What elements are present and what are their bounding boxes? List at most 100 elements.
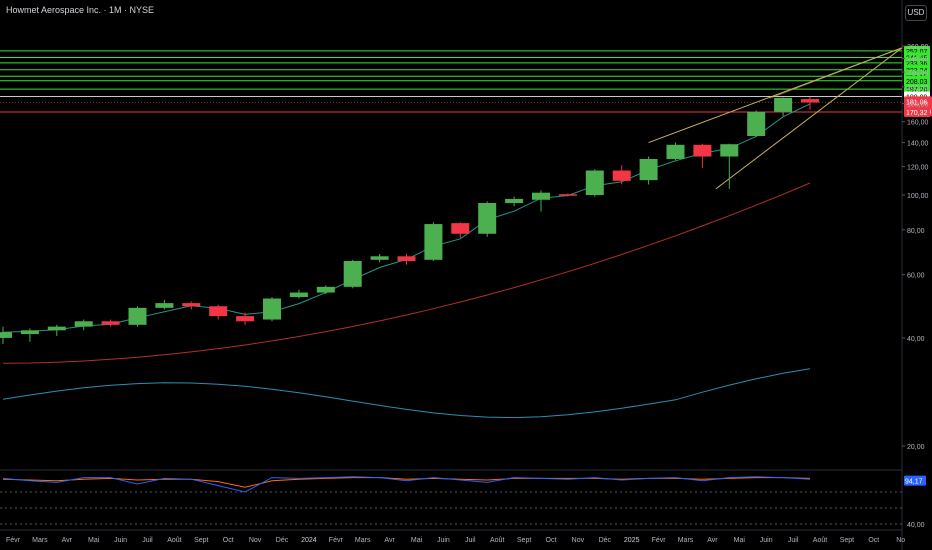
price-axis: 260,00 240,00 220,00 200,00 180,00 160,00 140,… — [902, 44, 929, 451]
ma-red-line — [2, 182, 811, 364]
chart-title: Howmet Aerospace Inc. · 1M · NYSE — [6, 5, 155, 15]
oscillator-pane: 94,17 40,00 — [0, 475, 926, 529]
candle-body — [101, 321, 120, 325]
green-level-label: 197,20 — [906, 87, 928, 94]
time-axis-label: Sept — [517, 537, 531, 544]
red-level-tag — [904, 106, 930, 117]
time-axis-label: Août — [167, 537, 181, 544]
price-tick-label: 260,00 — [907, 44, 929, 51]
time-axis-label: Juin — [760, 537, 773, 544]
time-axis-label: Juil — [788, 537, 799, 544]
candle-body — [693, 144, 712, 157]
candle-body — [343, 260, 362, 287]
candle-body — [478, 203, 497, 234]
green-level-label: 208,03 — [906, 79, 928, 86]
candle-body — [370, 256, 389, 260]
price-tick-label: 40,00 — [907, 336, 925, 343]
wedge-mid-line — [769, 47, 903, 99]
time-axis-label: Févr — [6, 537, 21, 544]
price-tick-label: 80,00 — [907, 228, 925, 235]
price-tick-label: 140,00 — [907, 141, 929, 148]
time-axis-label: Sept — [840, 537, 854, 544]
oscillator-tick-label: 40,00 — [907, 522, 925, 529]
candle-body — [666, 144, 685, 159]
candle-body — [74, 321, 93, 327]
candle-body — [47, 326, 66, 331]
time-axis-label: Avr — [384, 537, 395, 544]
candle-body — [316, 286, 335, 293]
time-axis-label: Août — [813, 537, 827, 544]
candle-body — [451, 223, 470, 234]
candle-body — [182, 303, 201, 307]
currency-button[interactable]: USD — [905, 5, 927, 21]
green-level-label: 252,07 — [906, 49, 928, 56]
candle-body — [236, 316, 255, 322]
wedge-pattern — [648, 47, 903, 190]
ma-teal-line — [2, 103, 811, 333]
ma-blue-line — [2, 368, 811, 419]
time-axis-label: Avr — [62, 537, 73, 544]
candle-body — [0, 332, 12, 338]
candle-body — [424, 224, 443, 260]
price-tick-label: 240,00 — [907, 56, 929, 63]
candle-body — [747, 111, 766, 136]
price-tick-label: 180,00 — [907, 101, 929, 108]
candle-body — [774, 97, 793, 112]
candles — [0, 96, 819, 344]
time-axis-label: Août — [490, 537, 504, 544]
price-tick-label: 20,00 — [907, 444, 925, 451]
time-axis-label: Juin — [437, 537, 450, 544]
time-axis-label: Mai — [88, 537, 100, 544]
time-axis: Févr Mars Avr Mai Juin Juil Août Sept Oct Nov Déc 2… — [6, 537, 905, 544]
horizontal-levels: 252,07241,45233,36223,24214,15208,03197,… — [0, 45, 932, 117]
oscillator-signal-line — [2, 477, 811, 488]
price-tick-label: 120,00 — [907, 165, 929, 172]
time-axis-label: Mai — [734, 537, 746, 544]
oscillator-value-label: 94,17 — [905, 479, 923, 486]
grid-lines — [0, 0, 903, 550]
time-axis-label: Oct — [868, 537, 879, 544]
time-axis-label: Juin — [114, 537, 127, 544]
candle-body — [720, 144, 739, 157]
red-level-label: 170,32 — [906, 110, 928, 117]
time-axis-label: Févr — [652, 537, 667, 544]
candle-body — [263, 298, 281, 320]
time-axis-label: Nov — [249, 537, 262, 544]
green-level-tag — [904, 75, 930, 86]
current-price-label: 181,06 — [906, 99, 928, 106]
candle-body — [532, 192, 550, 200]
time-axis-label: Mars — [32, 537, 48, 544]
candle-body — [505, 198, 524, 204]
candle-body — [128, 307, 147, 325]
time-axis-label: Oct — [546, 537, 557, 544]
candle-body — [585, 170, 604, 196]
wedge-lower-line — [715, 47, 903, 190]
time-axis-label: Févr — [329, 537, 344, 544]
candle-body — [20, 330, 39, 335]
candle-body — [155, 303, 174, 308]
time-axis-label: 2025 — [624, 537, 640, 544]
price-tick-label: 220,00 — [907, 70, 929, 77]
candle-body — [209, 306, 228, 317]
time-axis-label: Juil — [465, 537, 476, 544]
time-axis-label: 2024 — [301, 537, 317, 544]
time-axis-label: Sept — [194, 537, 208, 544]
price-tick-label: 200,00 — [907, 85, 929, 92]
time-axis-label: Nov — [572, 537, 585, 544]
time-axis-label: Mai — [411, 537, 423, 544]
price-tick-label: 160,00 — [907, 120, 929, 127]
green-level-label: 233,36 — [906, 61, 928, 68]
candle-body — [289, 292, 308, 297]
time-axis-label: No — [896, 537, 905, 544]
candle-body — [801, 99, 819, 103]
time-axis-label: Mars — [355, 537, 371, 544]
time-axis-label: Déc — [599, 537, 612, 544]
candle-body — [397, 256, 416, 261]
time-axis-label: Mars — [678, 537, 694, 544]
time-axis-label: Déc — [276, 537, 289, 544]
time-axis-label: Avr — [707, 537, 718, 544]
price-tick-label: 60,00 — [907, 273, 925, 280]
time-axis-label: Oct — [223, 537, 234, 544]
oscillator-value-tag — [904, 475, 926, 486]
